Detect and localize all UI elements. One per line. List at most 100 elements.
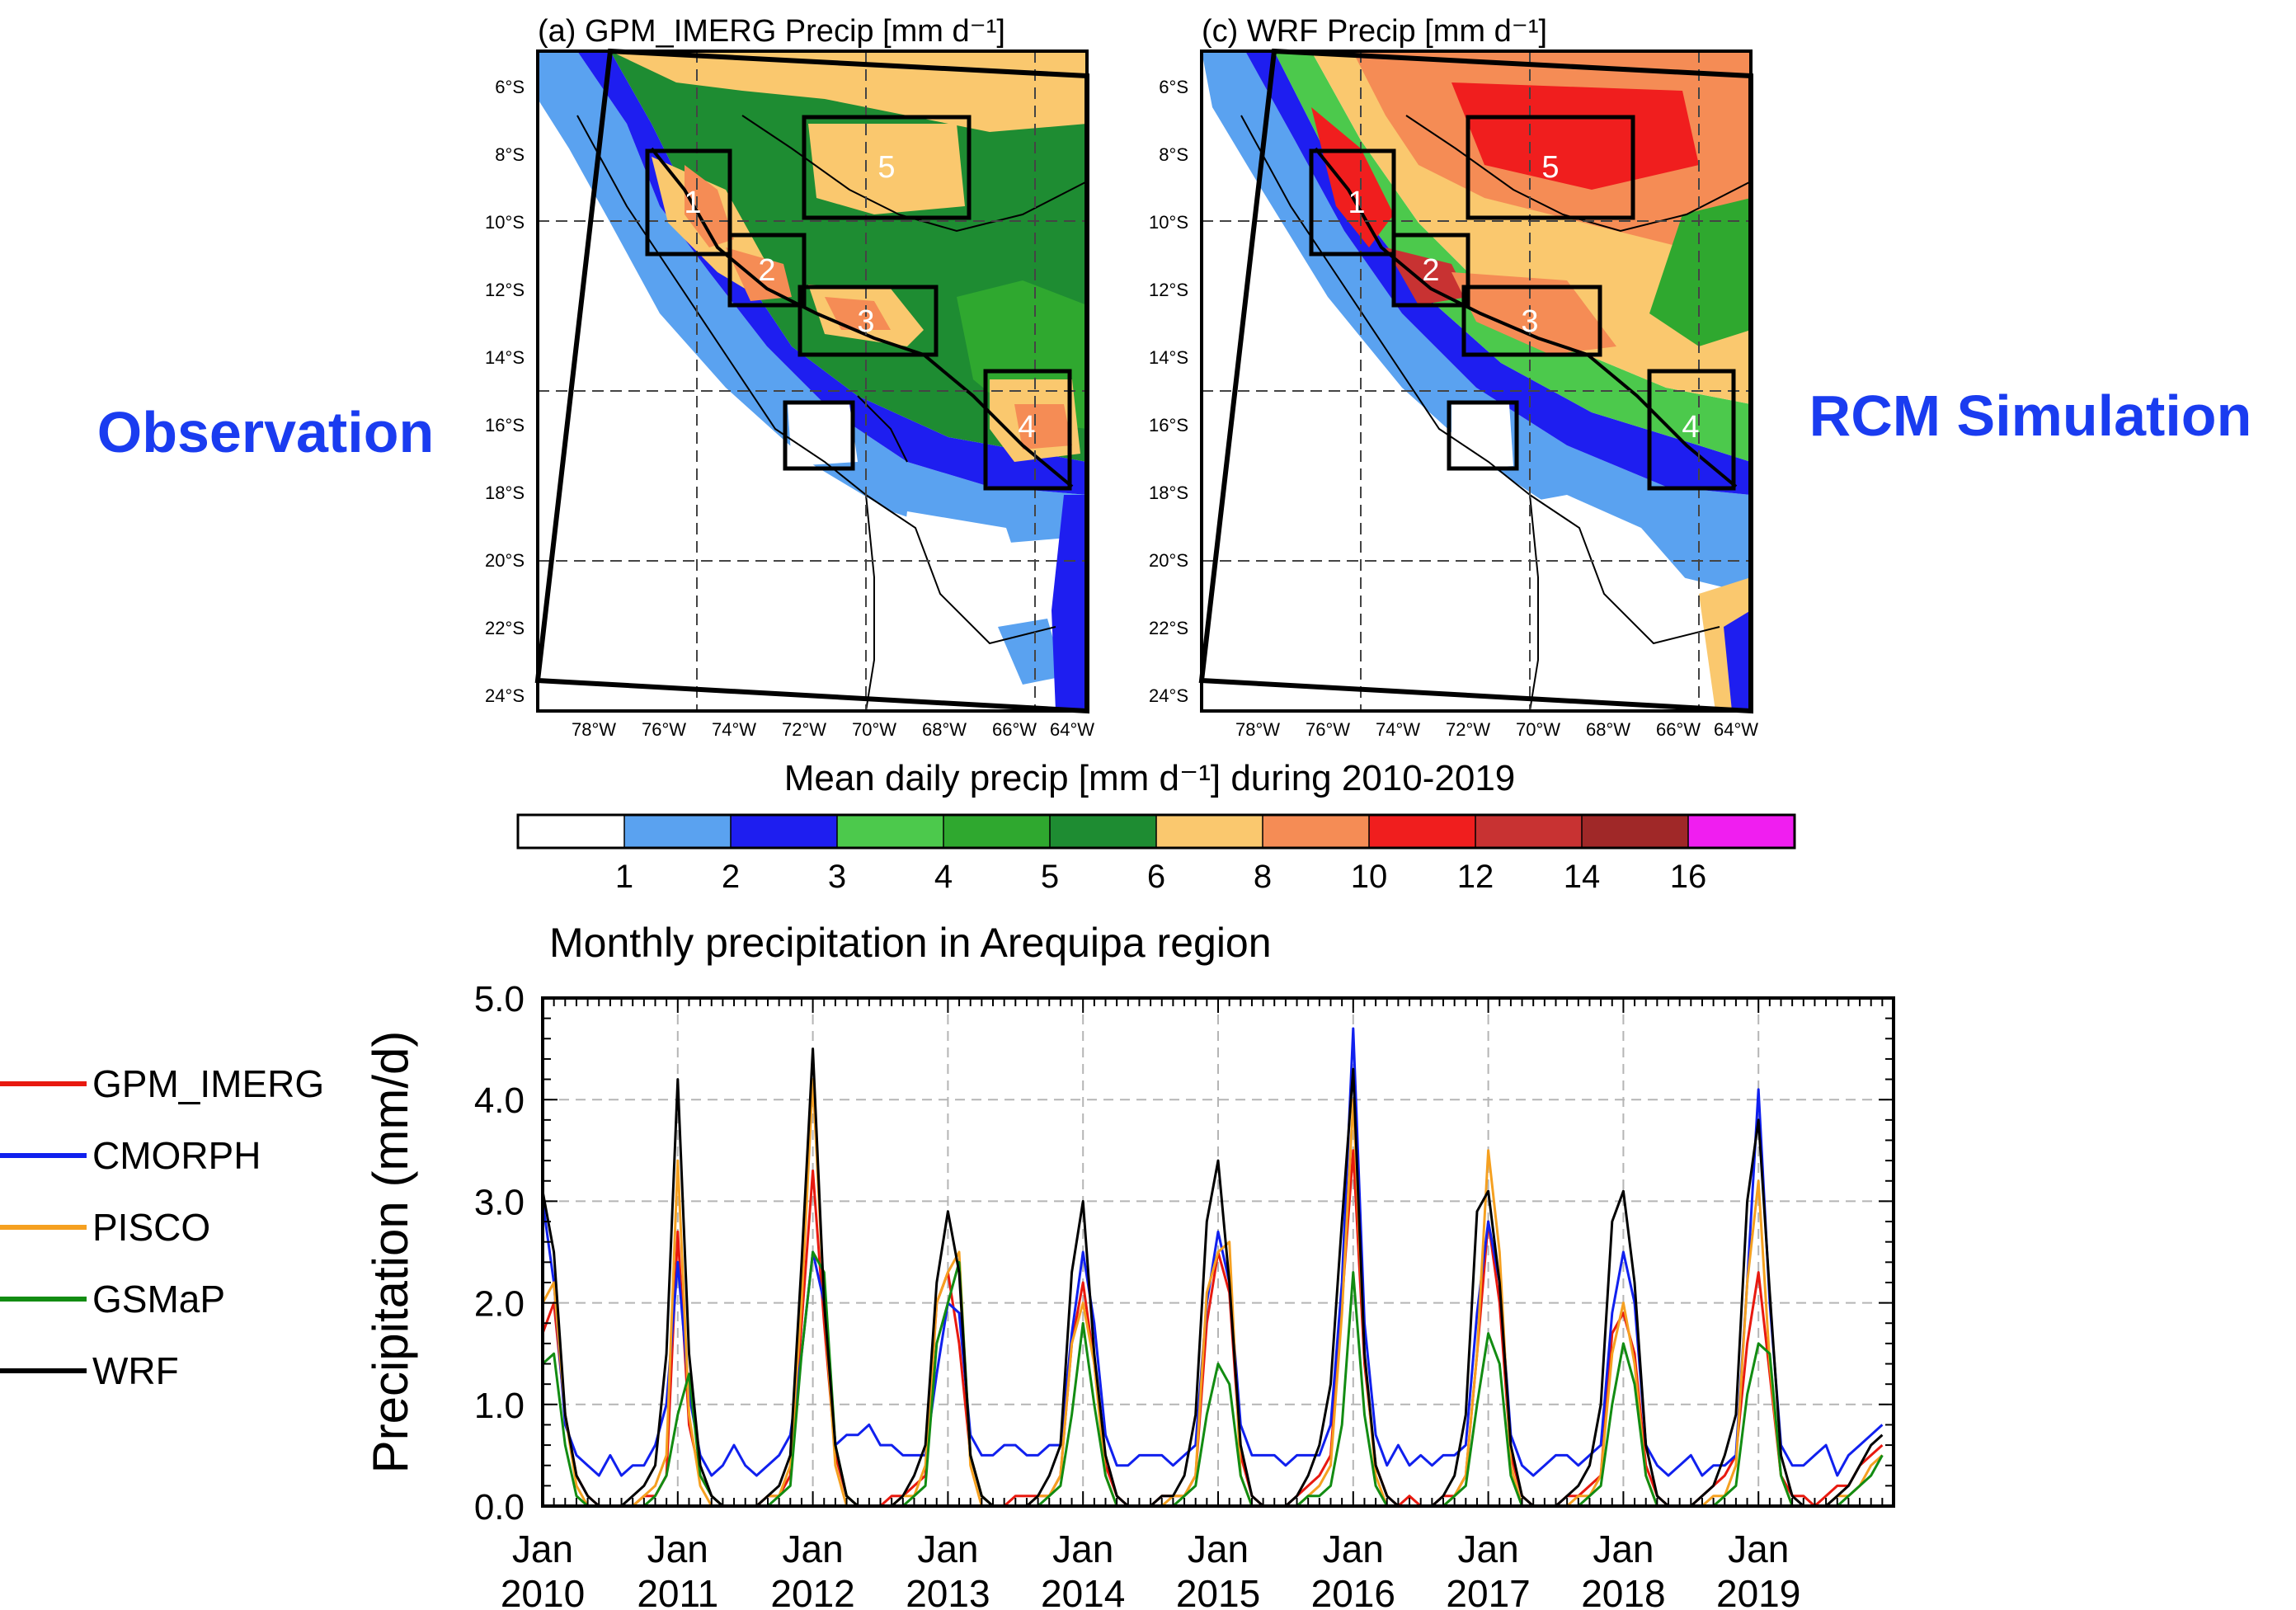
x-tick-year: 2015	[1176, 1572, 1260, 1610]
x-tick-year: 2016	[1311, 1572, 1395, 1610]
x-tick-year: 2011	[637, 1572, 718, 1610]
colorbar-cell	[943, 814, 1052, 849]
colorbar-tick-label: 10	[1351, 859, 1388, 895]
x-tick-month: Jan	[1188, 1528, 1249, 1570]
lat-tick: 20°S	[1149, 550, 1188, 571]
box-label: 2	[1422, 253, 1439, 288]
lat-tick: 14°S	[485, 347, 525, 368]
colorbar-cell	[1262, 814, 1371, 849]
colorbar-cells	[517, 814, 1796, 849]
legend-label: GSMaP	[92, 1278, 225, 1320]
panel-c-lon-ticks: 78°W 76°W 74°W 72°W 70°W 68°W 66°W 64°W	[1235, 719, 1758, 740]
lon-tick: 70°W	[1516, 719, 1560, 740]
x-tick-month: Jan	[1052, 1528, 1113, 1570]
lat-tick: 16°S	[1149, 415, 1188, 435]
lat-tick: 18°S	[485, 483, 525, 503]
lon-tick: 66°W	[992, 719, 1037, 740]
colorbar-tick-label: 6	[1147, 859, 1165, 895]
x-tick-month: Jan	[1458, 1528, 1519, 1570]
colorbar-tick-label: 16	[1670, 859, 1707, 895]
legend-label: CMORPH	[92, 1134, 261, 1177]
y-tick-label: 3.0	[474, 1182, 525, 1222]
chart-yticks: 0.0 1.0 2.0 3.0 4.0 5.0	[474, 979, 525, 1528]
y-tick-label: 2.0	[474, 1284, 525, 1325]
x-tick-month: Jan	[512, 1528, 573, 1570]
colorbar-cell	[623, 814, 732, 849]
colorbar-cell	[1687, 814, 1796, 849]
x-tick-month: Jan	[1323, 1528, 1384, 1570]
line-chart: Monthly precipitation in Arequipa region…	[0, 920, 1895, 1610]
lat-tick: 8°S	[495, 144, 525, 165]
x-tick-month: Jan	[783, 1528, 844, 1570]
lat-tick: 24°S	[1149, 685, 1188, 706]
colorbar-tick-label: 2	[722, 859, 740, 895]
lon-tick: 74°W	[1376, 719, 1420, 740]
lon-tick: 72°W	[782, 719, 826, 740]
lat-tick: 14°S	[1149, 347, 1188, 368]
lat-tick: 16°S	[485, 415, 525, 435]
colorbar-tick-label: 3	[828, 859, 846, 895]
panel-c-lat-ticks: 6°S 8°S 10°S 12°S 14°S 16°S 18°S 20°S 22…	[1149, 77, 1188, 706]
lon-tick: 66°W	[1656, 719, 1701, 740]
rcm-simulation-label: RCM Simulation	[1809, 384, 2252, 448]
x-tick-month: Jan	[647, 1528, 708, 1570]
box-label: 3	[857, 304, 874, 339]
colorbar-tick-label: 4	[934, 859, 953, 895]
lat-tick: 18°S	[1149, 483, 1188, 503]
series-line-gsmap	[543, 1250, 1884, 1506]
colorbar-tick-label: 5	[1041, 859, 1059, 895]
chart-legend: GPM_IMERG CMORPH PISCO GSMaP WRF	[0, 1062, 324, 1392]
chart-minor-ticks	[542, 997, 1894, 1507]
colorbar-title: Mean daily precip [mm d⁻¹] during 2010-2…	[784, 758, 1516, 798]
box-label: 4	[1018, 410, 1035, 445]
box-label: 1	[684, 186, 701, 220]
panel-a-title: (a) GPM_IMERG Precip [mm d⁻¹]	[538, 14, 1005, 49]
lat-tick: 10°S	[1149, 212, 1188, 233]
lat-tick: 22°S	[485, 618, 525, 638]
box-label: 4	[1682, 410, 1699, 445]
x-tick-year: 2010	[501, 1572, 585, 1610]
legend-label: WRF	[92, 1349, 179, 1392]
lat-tick: 12°S	[1149, 280, 1188, 300]
lon-tick: 76°W	[1306, 719, 1350, 740]
colorbar-cell	[1475, 814, 1583, 849]
x-tick-year: 2018	[1581, 1572, 1665, 1610]
colorbar-cell	[1368, 814, 1477, 849]
colorbar-tick-label: 1	[615, 859, 633, 895]
x-tick-year: 2012	[770, 1572, 854, 1610]
colorbar-cell	[517, 814, 626, 849]
map-panel-c: 1 2 3 4 5 (c) WRF Precip [mm d⁻¹] 6°S 8°…	[1149, 14, 1758, 740]
series-line-wrf	[543, 1047, 1884, 1506]
y-tick-label: 1.0	[474, 1386, 525, 1426]
y-tick-label: 5.0	[474, 979, 525, 1019]
lat-tick: 6°S	[495, 77, 525, 97]
colorbar-ticks: 1 2 3 4 5 6 8 10 12 14 16	[615, 859, 1706, 895]
series-line-cmorph	[543, 1027, 1884, 1477]
x-tick-month: Jan	[917, 1528, 978, 1570]
lon-tick: 76°W	[642, 719, 686, 740]
lat-tick: 12°S	[485, 280, 525, 300]
x-tick-month: Jan	[1593, 1528, 1654, 1570]
y-axis-label: Precipitation (mm/d)	[363, 1031, 418, 1474]
chart-title: Monthly precipitation in Arequipa region	[549, 920, 1272, 966]
lat-tick: 22°S	[1149, 618, 1188, 638]
colorbar-cell	[730, 814, 839, 849]
lon-tick: 72°W	[1446, 719, 1490, 740]
legend-label: PISCO	[92, 1206, 210, 1249]
series-line-gpm_imerg	[543, 1149, 1884, 1506]
chart-xticks: Jan2010Jan2011Jan2012Jan2013Jan2014Jan20…	[501, 1528, 1801, 1610]
panel-a-lon-ticks: 78°W 76°W 74°W 72°W 70°W 68°W 66°W 64°W	[572, 719, 1094, 740]
lon-tick: 78°W	[1235, 719, 1280, 740]
x-tick-year: 2014	[1041, 1572, 1125, 1610]
lon-tick: 64°W	[1714, 719, 1758, 740]
lat-tick: 10°S	[485, 212, 525, 233]
colorbar-cell	[1581, 814, 1690, 849]
colorbar-tick-label: 12	[1457, 859, 1494, 895]
colorbar-tick-label: 8	[1254, 859, 1272, 895]
lon-tick: 68°W	[1586, 719, 1630, 740]
panel-a-lat-ticks: 6°S 8°S 10°S 12°S 14°S 16°S 18°S 20°S 22…	[485, 77, 525, 706]
lon-tick: 74°W	[712, 719, 756, 740]
box-label: 1	[1348, 186, 1365, 220]
lat-tick: 6°S	[1159, 77, 1188, 97]
